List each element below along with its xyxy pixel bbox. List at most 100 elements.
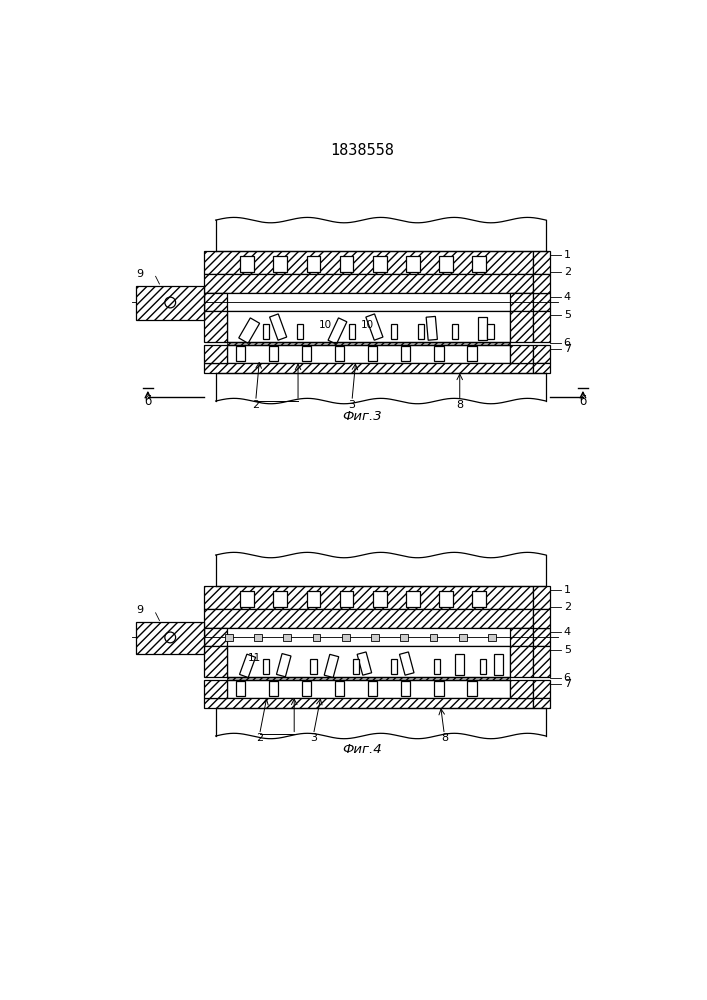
Bar: [216, 555, 546, 586]
Bar: [227, 680, 510, 698]
Bar: [406, 256, 420, 272]
Bar: [269, 314, 287, 340]
Bar: [204, 698, 533, 708]
Bar: [455, 654, 464, 675]
Bar: [533, 363, 550, 373]
Text: 5: 5: [563, 645, 571, 655]
Bar: [204, 680, 227, 698]
Bar: [240, 654, 255, 678]
Text: 2: 2: [563, 267, 571, 277]
Bar: [426, 316, 438, 340]
Bar: [510, 345, 533, 363]
Text: 10: 10: [361, 320, 374, 330]
Bar: [302, 681, 311, 696]
Text: б: б: [144, 395, 151, 408]
Bar: [533, 698, 550, 708]
Bar: [204, 293, 533, 311]
Bar: [235, 681, 245, 696]
Text: 11: 11: [247, 653, 261, 663]
Bar: [310, 659, 317, 674]
Bar: [373, 591, 387, 607]
Text: 2: 2: [256, 733, 263, 743]
Bar: [434, 681, 443, 696]
Text: 9: 9: [136, 605, 144, 615]
Bar: [533, 586, 550, 609]
Bar: [269, 681, 278, 696]
Bar: [533, 628, 550, 646]
Bar: [204, 609, 533, 628]
Bar: [434, 346, 443, 361]
Text: 9: 9: [136, 269, 144, 279]
Bar: [204, 274, 533, 293]
Bar: [335, 346, 344, 361]
Bar: [418, 324, 424, 339]
Bar: [391, 324, 397, 339]
Bar: [204, 363, 533, 373]
Bar: [478, 317, 487, 340]
Bar: [430, 634, 438, 641]
Bar: [472, 256, 486, 272]
Bar: [269, 346, 278, 361]
Bar: [472, 591, 486, 607]
Bar: [216, 373, 546, 401]
Bar: [339, 256, 354, 272]
Bar: [400, 634, 408, 641]
Bar: [254, 634, 262, 641]
Bar: [368, 681, 378, 696]
Text: 1: 1: [563, 585, 571, 595]
Bar: [227, 646, 510, 677]
Bar: [284, 634, 291, 641]
Bar: [204, 293, 227, 311]
Text: 2: 2: [563, 602, 571, 612]
Bar: [274, 256, 287, 272]
Bar: [439, 256, 452, 272]
Bar: [235, 346, 245, 361]
Bar: [459, 634, 467, 641]
Bar: [204, 586, 533, 609]
Bar: [349, 324, 355, 339]
Text: 6: 6: [563, 338, 571, 348]
Text: 4: 4: [563, 292, 571, 302]
Text: 8: 8: [440, 733, 448, 743]
Text: б: б: [579, 395, 587, 408]
Bar: [493, 654, 503, 675]
Bar: [240, 591, 254, 607]
Bar: [487, 324, 493, 339]
Bar: [240, 256, 254, 272]
Bar: [353, 659, 359, 674]
Bar: [204, 646, 227, 677]
Bar: [533, 680, 550, 698]
Bar: [339, 591, 354, 607]
Bar: [533, 274, 550, 293]
Bar: [510, 311, 533, 342]
Bar: [262, 659, 269, 674]
Bar: [391, 659, 397, 674]
Text: 1838558: 1838558: [330, 143, 394, 158]
Bar: [204, 628, 533, 646]
Bar: [467, 346, 477, 361]
Bar: [342, 634, 350, 641]
Bar: [533, 293, 550, 311]
Bar: [302, 346, 311, 361]
Bar: [489, 634, 496, 641]
Text: 6: 6: [563, 673, 571, 683]
Bar: [276, 654, 291, 677]
Bar: [325, 654, 339, 678]
Bar: [335, 681, 344, 696]
Bar: [312, 634, 320, 641]
Bar: [533, 251, 550, 274]
Bar: [439, 591, 452, 607]
Bar: [204, 628, 227, 646]
Bar: [227, 342, 510, 345]
Bar: [406, 591, 420, 607]
Bar: [467, 681, 477, 696]
Bar: [307, 256, 320, 272]
Text: 7: 7: [563, 679, 571, 689]
Text: 2: 2: [252, 400, 259, 410]
Bar: [533, 646, 550, 677]
Bar: [399, 652, 414, 675]
Bar: [371, 634, 379, 641]
Bar: [480, 659, 486, 674]
Bar: [402, 346, 411, 361]
Bar: [510, 680, 533, 698]
